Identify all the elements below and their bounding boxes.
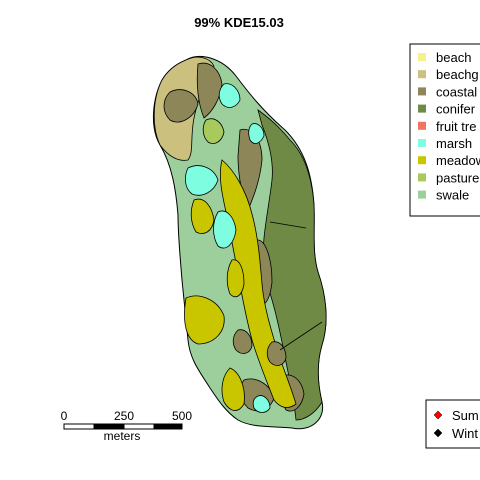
coastal-blob-2 xyxy=(266,341,287,366)
meadow-region-3 xyxy=(190,198,215,234)
marsh-region-3 xyxy=(213,210,237,249)
coastal-region-1 xyxy=(163,89,199,123)
season-label-1: Wint xyxy=(452,426,478,441)
legend-label-5: marsh xyxy=(436,136,472,151)
meadow-region-4 xyxy=(221,367,245,411)
legend-swatch-6 xyxy=(418,156,426,165)
season-legend: Sum Wint xyxy=(425,399,480,449)
meadow-region-1 xyxy=(219,159,297,408)
coastal-blob-1 xyxy=(232,329,253,354)
scale-unit: meters xyxy=(104,429,141,443)
scale-seg-4 xyxy=(153,423,183,430)
legend-label-3: conifer xyxy=(436,102,476,117)
habitat-map xyxy=(152,56,327,430)
legend-label-0: beach xyxy=(436,50,471,65)
scale-tick-500: 500 xyxy=(172,409,192,423)
scale-bar: 0 250 500 meters xyxy=(61,409,193,443)
legend-swatch-1 xyxy=(418,70,426,79)
conifer-boundary-1 xyxy=(269,221,307,229)
marsh-region-2 xyxy=(218,83,241,108)
scale-tick-0: 0 xyxy=(61,409,68,423)
legend-swatch-4 xyxy=(418,121,426,130)
legend-swatch-0 xyxy=(418,53,426,61)
legend-swatch-8 xyxy=(418,190,426,199)
meadow-region-5 xyxy=(226,259,245,298)
habitat-legend: beach beachg coastal conifer fruit tre marsh m… xyxy=(409,43,480,217)
marsh-region-4 xyxy=(248,123,265,144)
legend-swatch-5 xyxy=(418,139,426,147)
legend-label-2: coastal xyxy=(436,84,477,99)
meadow-region-2 xyxy=(184,295,225,345)
season-legend-frame xyxy=(425,399,480,449)
season-label-0: Sum xyxy=(452,408,479,423)
legend-label-6: meadow xyxy=(436,153,480,168)
pasture-region xyxy=(202,118,225,144)
legend-label-7: pasture xyxy=(436,170,479,185)
marsh-region-1 xyxy=(184,165,219,196)
legend-swatch-2 xyxy=(418,87,426,96)
season-marker-1 xyxy=(433,428,443,438)
marsh-region-5 xyxy=(252,395,271,413)
legend-label-1: beachg xyxy=(436,67,479,82)
coastal-region-2 xyxy=(196,62,223,119)
scale-seg-1 xyxy=(63,423,95,430)
conifer-region xyxy=(257,109,327,421)
legend-swatch-7 xyxy=(418,173,426,182)
legend-label-4: fruit tre xyxy=(436,119,476,134)
legend-label-8: swale xyxy=(436,188,469,203)
conifer-boundary-2 xyxy=(279,321,323,351)
map-title: 99% KDE15.03 xyxy=(194,15,284,30)
scale-tick-250: 250 xyxy=(114,409,134,423)
legend-swatch-3 xyxy=(418,104,426,113)
season-marker-0 xyxy=(433,410,443,420)
